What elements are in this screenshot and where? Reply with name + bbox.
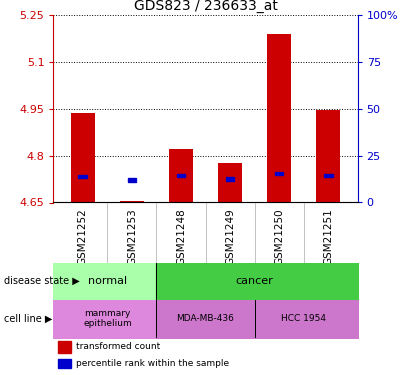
- Text: MDA-MB-436: MDA-MB-436: [177, 314, 234, 323]
- Bar: [218, 164, 242, 202]
- Text: disease state ▶: disease state ▶: [4, 276, 80, 286]
- Bar: [275, 172, 284, 175]
- Text: cell line ▶: cell line ▶: [4, 314, 53, 324]
- Text: normal: normal: [88, 276, 127, 286]
- Text: GSM21252: GSM21252: [78, 209, 88, 265]
- Text: percentile rank within the sample: percentile rank within the sample: [76, 359, 229, 368]
- Text: GSM21248: GSM21248: [176, 209, 186, 265]
- Text: mammary
epithelium: mammary epithelium: [83, 309, 132, 328]
- Bar: [226, 177, 234, 181]
- Text: HCC 1954: HCC 1954: [281, 314, 326, 323]
- Text: GSM21253: GSM21253: [127, 209, 137, 265]
- Bar: [79, 175, 87, 178]
- Text: cancer: cancer: [236, 276, 273, 286]
- Bar: [267, 34, 291, 203]
- Title: GDS823 / 236633_at: GDS823 / 236633_at: [134, 0, 277, 13]
- Bar: [120, 201, 144, 202]
- Text: GSM21250: GSM21250: [274, 209, 284, 265]
- Bar: [169, 149, 193, 202]
- Bar: [58, 341, 71, 352]
- Text: transformed count: transformed count: [76, 342, 160, 351]
- Bar: [127, 178, 136, 182]
- Bar: [324, 174, 332, 177]
- Bar: [177, 174, 185, 177]
- Text: GSM21251: GSM21251: [323, 209, 333, 265]
- Bar: [58, 359, 71, 368]
- Bar: [71, 114, 95, 202]
- Bar: [316, 110, 340, 202]
- Text: GSM21249: GSM21249: [225, 209, 235, 265]
